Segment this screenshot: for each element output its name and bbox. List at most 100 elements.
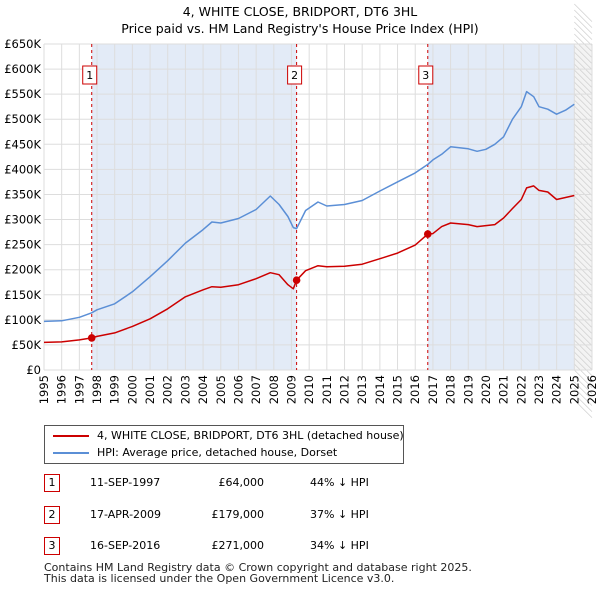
sale-price: £64,000 xyxy=(218,476,265,489)
hatch-line xyxy=(574,117,593,136)
hatch-line xyxy=(574,3,593,22)
hatch-line xyxy=(574,57,593,76)
x-tick-label: 2026 xyxy=(585,375,599,404)
hatch-line xyxy=(574,339,593,358)
hatch-line xyxy=(574,375,593,394)
hatch-line xyxy=(574,111,593,130)
y-tick-label: £200K xyxy=(4,263,41,277)
x-tick-label: 2011 xyxy=(320,375,334,404)
hatch-line xyxy=(574,297,593,316)
hatch-line xyxy=(574,87,593,106)
sale-price: £271,000 xyxy=(211,539,265,552)
x-tick-label: 2016 xyxy=(408,375,422,404)
hatch-line xyxy=(574,213,593,232)
hatch-line xyxy=(574,261,593,280)
sale-date: 16-SEP-2016 xyxy=(90,539,161,552)
hatch-line xyxy=(574,105,593,124)
hatch-line xyxy=(574,189,593,208)
hatch-line xyxy=(574,231,593,250)
hatch-line xyxy=(574,93,593,112)
ownership-band xyxy=(91,44,297,370)
hatch-line xyxy=(574,201,593,220)
hatch-line xyxy=(574,75,593,94)
hatch-line xyxy=(574,351,593,370)
hatch-line xyxy=(574,207,593,226)
hatch-line xyxy=(574,345,593,364)
hatch-line xyxy=(574,39,593,58)
y-tick-label: £250K xyxy=(4,238,41,252)
sale-label: 2 xyxy=(291,69,298,82)
x-tick-label: 1999 xyxy=(108,375,122,404)
chart-title: 4, WHITE CLOSE, BRIDPORT, DT6 3HL xyxy=(182,4,418,19)
hatch-line xyxy=(574,45,593,64)
x-tick-label: 1997 xyxy=(72,375,86,404)
hatch-line xyxy=(574,219,593,238)
x-tick-label: 2018 xyxy=(444,375,458,404)
footer-licence: This data is licensed under the Open Gov… xyxy=(44,572,395,585)
hatch-line xyxy=(574,141,593,160)
hpi-line xyxy=(43,90,575,323)
sale-point xyxy=(423,230,432,238)
x-tick-label: 2005 xyxy=(214,375,228,404)
y-tick-label: £50K xyxy=(12,338,42,352)
hatch-line xyxy=(574,81,593,100)
hatch-line xyxy=(574,15,593,34)
hatch-line xyxy=(574,177,593,196)
footer-copyright: Contains HM Land Registry data © Crown c… xyxy=(44,561,472,574)
sale-date: 11-SEP-1997 xyxy=(90,476,161,489)
hatch-line xyxy=(574,243,593,262)
x-tick-label: 2002 xyxy=(161,375,175,404)
y-tick-label: £400K xyxy=(4,162,41,176)
x-tick-label: 2023 xyxy=(532,375,546,404)
y-tick-label: £650K xyxy=(4,37,41,51)
hatch-line xyxy=(574,393,593,412)
hatch-line xyxy=(574,27,593,46)
x-tick-label: 2008 xyxy=(267,375,281,404)
y-tick-label: £0 xyxy=(26,363,41,377)
sale-hpi-diff: 34% ↓ HPI xyxy=(310,539,369,552)
hatch-line xyxy=(574,147,593,166)
hatch-line xyxy=(574,183,593,202)
x-tick-label: 2007 xyxy=(249,375,263,404)
x-tick-label: 2015 xyxy=(391,375,405,404)
y-tick-label: £500K xyxy=(4,112,41,126)
x-tick-label: 2010 xyxy=(302,375,316,404)
hatch-line xyxy=(574,99,593,118)
legend-label-property: 4, WHITE CLOSE, BRIDPORT, DT6 3HL (detac… xyxy=(97,429,404,442)
x-tick-label: 2017 xyxy=(426,375,440,404)
x-tick-label: 2019 xyxy=(461,375,475,404)
sale-badge: 2 xyxy=(44,506,60,524)
y-tick-label: £450K xyxy=(4,137,41,151)
y-tick-label: £100K xyxy=(4,313,41,327)
hatch-line xyxy=(574,327,593,346)
sale-label-box xyxy=(418,65,434,85)
y-tick-label: £600K xyxy=(4,62,41,76)
x-tick-label: 2003 xyxy=(178,375,192,404)
x-tick-label: 2001 xyxy=(143,375,157,404)
x-tick-label: 2021 xyxy=(497,375,511,404)
property-price-line xyxy=(43,185,575,344)
future-area xyxy=(574,44,592,370)
x-tick-label: 2012 xyxy=(338,375,352,404)
x-tick-label: 2006 xyxy=(231,375,245,404)
x-tick-label: 2024 xyxy=(550,375,564,404)
sale-price: £179,000 xyxy=(211,508,265,521)
legend-item-hpi: HPI: Average price, detached house, Dors… xyxy=(53,446,337,462)
legend-swatch-property xyxy=(53,435,89,437)
sale-date: 17-APR-2009 xyxy=(90,508,162,521)
sale-point xyxy=(87,334,96,342)
sale-hpi-diff: 44% ↓ HPI xyxy=(310,476,369,489)
hatch-line xyxy=(574,9,593,28)
sale-badge: 3 xyxy=(44,537,60,555)
price-chart: £0 £50K £100K £150K £200K £250K £300K £350K £400… xyxy=(4,3,599,418)
hatch-line xyxy=(574,255,593,274)
hatch-line xyxy=(574,51,593,70)
x-tick-label: 2009 xyxy=(284,375,298,404)
legend-label-hpi: HPI: Average price, detached house, Dors… xyxy=(97,446,338,459)
hatch-line xyxy=(574,333,593,352)
hatch-line xyxy=(574,63,593,82)
y-tick-label: £300K xyxy=(4,213,41,227)
hatch-line xyxy=(574,387,593,406)
x-tick-label: 2022 xyxy=(514,375,528,404)
x-tick-label: 1998 xyxy=(90,375,104,404)
